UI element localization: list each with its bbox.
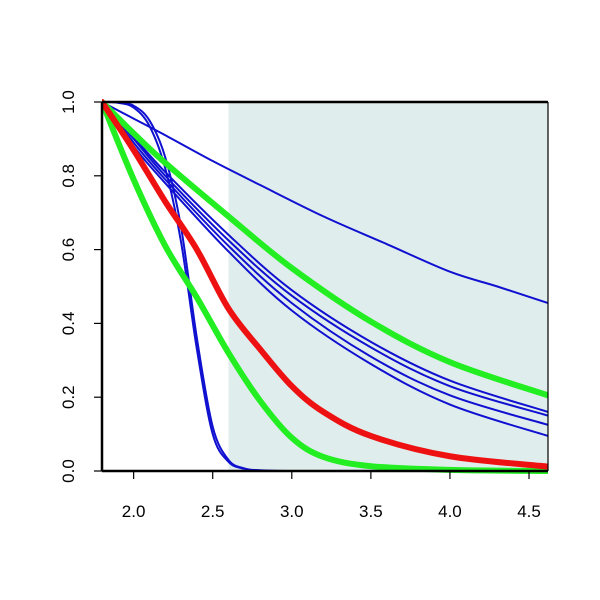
- series-line-blue-6: [102, 101, 548, 437]
- series-line-green-7: [102, 99, 548, 399]
- x-tick-label: 4.5: [517, 502, 541, 521]
- x-tick-label: 4.0: [438, 502, 462, 521]
- series-line-blue-4: [102, 101, 548, 417]
- series-line-red-9: [102, 99, 548, 470]
- series-line-blue-5: [102, 101, 548, 426]
- y-tick-label: 0.4: [59, 312, 78, 336]
- x-tick-label: 3.5: [359, 502, 383, 521]
- x-tick-label: 2.0: [122, 502, 146, 521]
- x-tick-label: 2.5: [201, 502, 225, 521]
- series-group: [102, 99, 548, 474]
- y-tick-label: 1.0: [59, 90, 78, 114]
- y-tick-label: 0.6: [59, 238, 78, 262]
- series-line-green-8: [102, 99, 548, 474]
- series-line-blue-3: [102, 101, 548, 413]
- x-tick-label: 3.0: [280, 502, 304, 521]
- y-tick-label: 0.8: [59, 164, 78, 188]
- y-tick-label: 0.2: [59, 385, 78, 409]
- y-tick-label: 0.0: [59, 459, 78, 483]
